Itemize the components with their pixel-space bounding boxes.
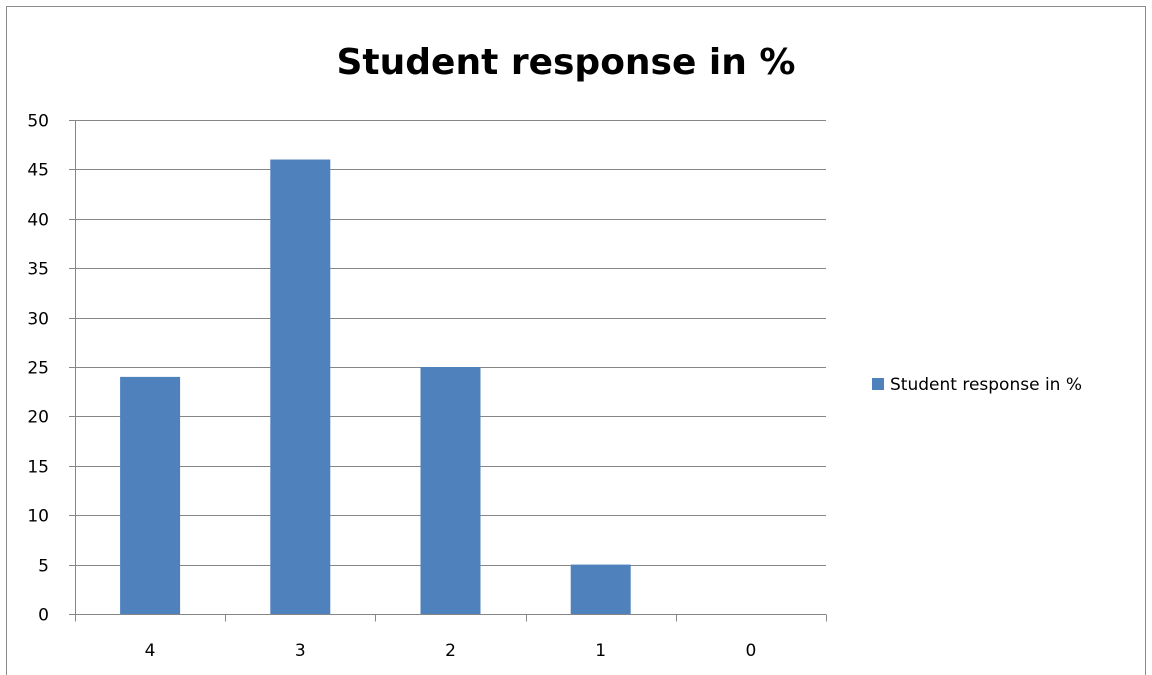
chart-frame — [6, 6, 1146, 675]
y-tick-label: 0 — [38, 606, 49, 626]
y-tick-label: 40 — [27, 211, 49, 231]
y-tick-label: 15 — [27, 458, 49, 478]
y-tick-label: 10 — [27, 507, 49, 527]
y-tick-label: 45 — [27, 161, 49, 181]
x-tick-labels: 4 3 2 1 0 — [145, 641, 757, 661]
chart-title: Student response in % — [337, 42, 796, 83]
bar — [120, 376, 181, 614]
legend: Student response in % — [872, 375, 1082, 395]
legend-swatch — [872, 378, 884, 390]
x-tick-label: 2 — [445, 641, 456, 661]
axes — [69, 120, 827, 622]
x-tick-label: 0 — [745, 641, 756, 661]
x-tick-label: 4 — [145, 641, 156, 661]
x-tick-label: 1 — [595, 641, 606, 661]
y-tick-label: 35 — [27, 260, 49, 280]
y-tick-labels: 0 5 10 15 20 25 30 35 40 45 50 — [27, 112, 49, 626]
y-tick-label: 25 — [27, 359, 49, 379]
bar — [420, 367, 481, 614]
bar — [270, 159, 331, 614]
legend-label: Student response in % — [890, 375, 1082, 395]
y-tick-label: 50 — [27, 112, 49, 132]
bar — [570, 564, 631, 614]
y-tick-label: 5 — [38, 557, 49, 577]
bars — [120, 159, 631, 614]
x-tick-label: 3 — [295, 641, 306, 661]
y-tick-label: 20 — [27, 408, 49, 428]
y-tick-label: 30 — [27, 310, 49, 330]
